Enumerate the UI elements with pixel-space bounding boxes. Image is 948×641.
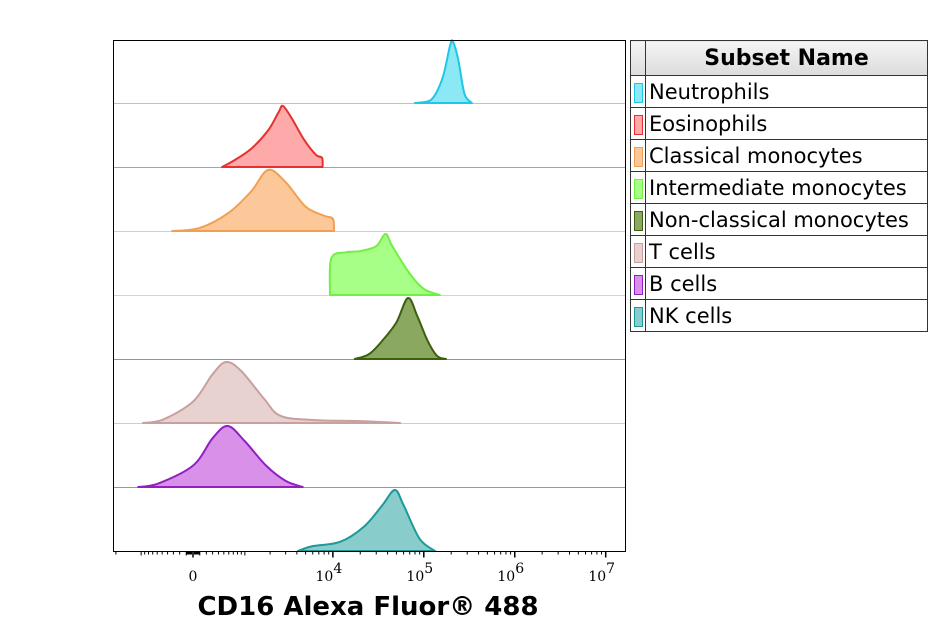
legend-swatch [633,178,643,199]
legend-title: Subset Name [645,40,928,76]
legend-swatch-cell [630,203,646,236]
histogram-tracks [113,39,626,552]
legend-label: Intermediate monocytes [645,171,928,204]
x-tick-label: 0 [189,569,198,585]
legend-item: Intermediate monocytes [630,171,928,204]
legend-item: B cells [630,267,928,300]
legend-swatch [633,306,643,327]
legend-item: Eosinophils [630,107,928,140]
legend-swatch-cell [630,235,646,268]
histogram-area [141,360,402,424]
histogram-t-cells [113,360,626,424]
histogram-eosinophils [113,104,626,168]
legend-label: Neutrophils [645,75,928,108]
x-tick-label: 106 [497,561,524,585]
legend-swatch-cell [630,107,646,140]
legend-swatch [633,114,643,135]
legend-swatch-cell [630,299,646,332]
legend-item: NK cells [630,299,928,332]
x-tick-label: 104 [316,561,343,585]
legend: Subset Name Neutrophils Eosinophils Classi… [630,40,928,332]
legend-label: T cells [645,235,928,268]
histogram-area [296,489,437,552]
histogram-intermediate-monocytes [113,233,626,296]
legend-swatch-cell [630,139,646,172]
legend-swatch [633,82,643,103]
legend-item: Non-classical monocytes [630,203,928,236]
legend-item: Classical monocytes [630,139,928,172]
x-axis-label: CD16 Alexa Fluor® 488 [197,592,539,622]
legend-item: Neutrophils [630,75,928,108]
histogram-area [413,39,473,104]
legend-swatch [633,242,643,263]
histogram-area [353,297,447,360]
histogram-nk-cells [113,489,626,552]
legend-swatch-cell [630,267,646,300]
legend-swatch [633,146,643,167]
legend-label: Non-classical monocytes [645,203,928,236]
histogram-area [171,168,336,232]
legend-header-swatch-col [630,40,646,76]
histogram-area [220,104,324,168]
legend-label: NK cells [645,299,928,332]
legend-label: B cells [645,267,928,300]
plot-frame [113,40,626,552]
legend-label: Eosinophils [645,107,928,140]
x-tick-label: 105 [406,561,433,585]
histogram-b-cells [113,425,626,488]
legend-label: Classical monocytes [645,139,928,172]
x-tick-label: 107 [588,561,615,585]
x-axis-ticks [115,551,607,558]
x-axis-tick-labels: 0 104 105 106 107 [189,561,616,585]
histogram-non-classical-monocytes [113,297,626,360]
histogram-neutrophils [113,39,626,104]
histogram-area [328,233,441,296]
histogram-classical-monocytes [113,168,626,232]
legend-swatch-cell [630,171,646,204]
legend-swatch [633,210,643,231]
legend-swatch [633,274,643,295]
legend-swatch-cell [630,75,646,108]
legend-item: T cells [630,235,928,268]
histogram-area [137,425,304,488]
